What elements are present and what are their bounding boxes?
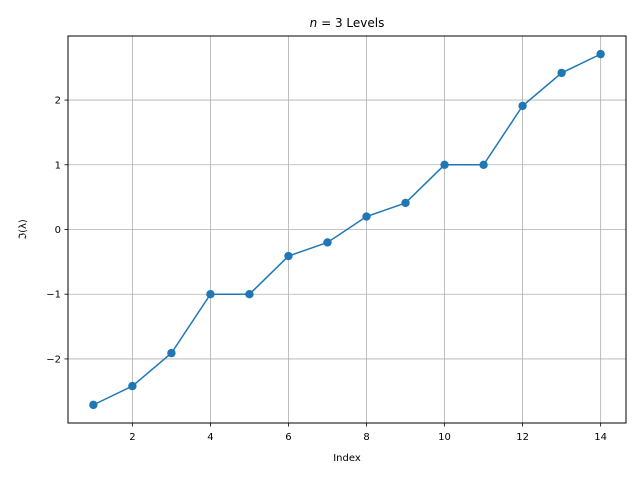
series-line xyxy=(93,53,601,406)
data-point xyxy=(323,238,332,247)
data-point xyxy=(479,160,488,169)
x-axis-ticks: 2 4 6 8 10 12 14 xyxy=(129,423,607,443)
y-axis-label: ℑ(λ) xyxy=(18,219,29,240)
chart-title: n = 3 Levels xyxy=(310,16,385,30)
y-tick-label: 1 xyxy=(55,160,61,171)
y-tick-label: −1 xyxy=(46,290,61,301)
y-tick-label: −2 xyxy=(46,354,61,365)
x-tick-label: 8 xyxy=(363,432,369,443)
x-tick-label: 10 xyxy=(438,432,451,443)
x-tick-label: 2 xyxy=(129,432,135,443)
data-point xyxy=(557,68,566,78)
data-point xyxy=(284,251,293,261)
data-point xyxy=(362,212,371,221)
x-tick-label: 4 xyxy=(207,432,213,443)
series-layer xyxy=(89,49,605,410)
data-point xyxy=(518,101,527,111)
y-tick-label: 2 xyxy=(55,96,61,107)
x-axis-label: Index xyxy=(333,453,361,464)
y-tick-label: 0 xyxy=(55,225,61,236)
data-point xyxy=(245,290,254,299)
chart-title-italic: n xyxy=(310,16,318,30)
y-axis-ticks: −2 −1 0 1 2 xyxy=(46,96,68,365)
x-tick-label: 12 xyxy=(516,432,529,443)
data-point xyxy=(596,49,605,59)
data-point xyxy=(167,348,176,358)
x-tick-label: 6 xyxy=(285,432,291,443)
data-point xyxy=(401,198,410,208)
data-point xyxy=(128,381,137,391)
chart-title-rest: = 3 Levels xyxy=(317,16,384,30)
data-point xyxy=(206,290,215,299)
data-point xyxy=(89,400,98,410)
data-point xyxy=(440,160,449,169)
x-tick-label: 14 xyxy=(594,432,607,443)
